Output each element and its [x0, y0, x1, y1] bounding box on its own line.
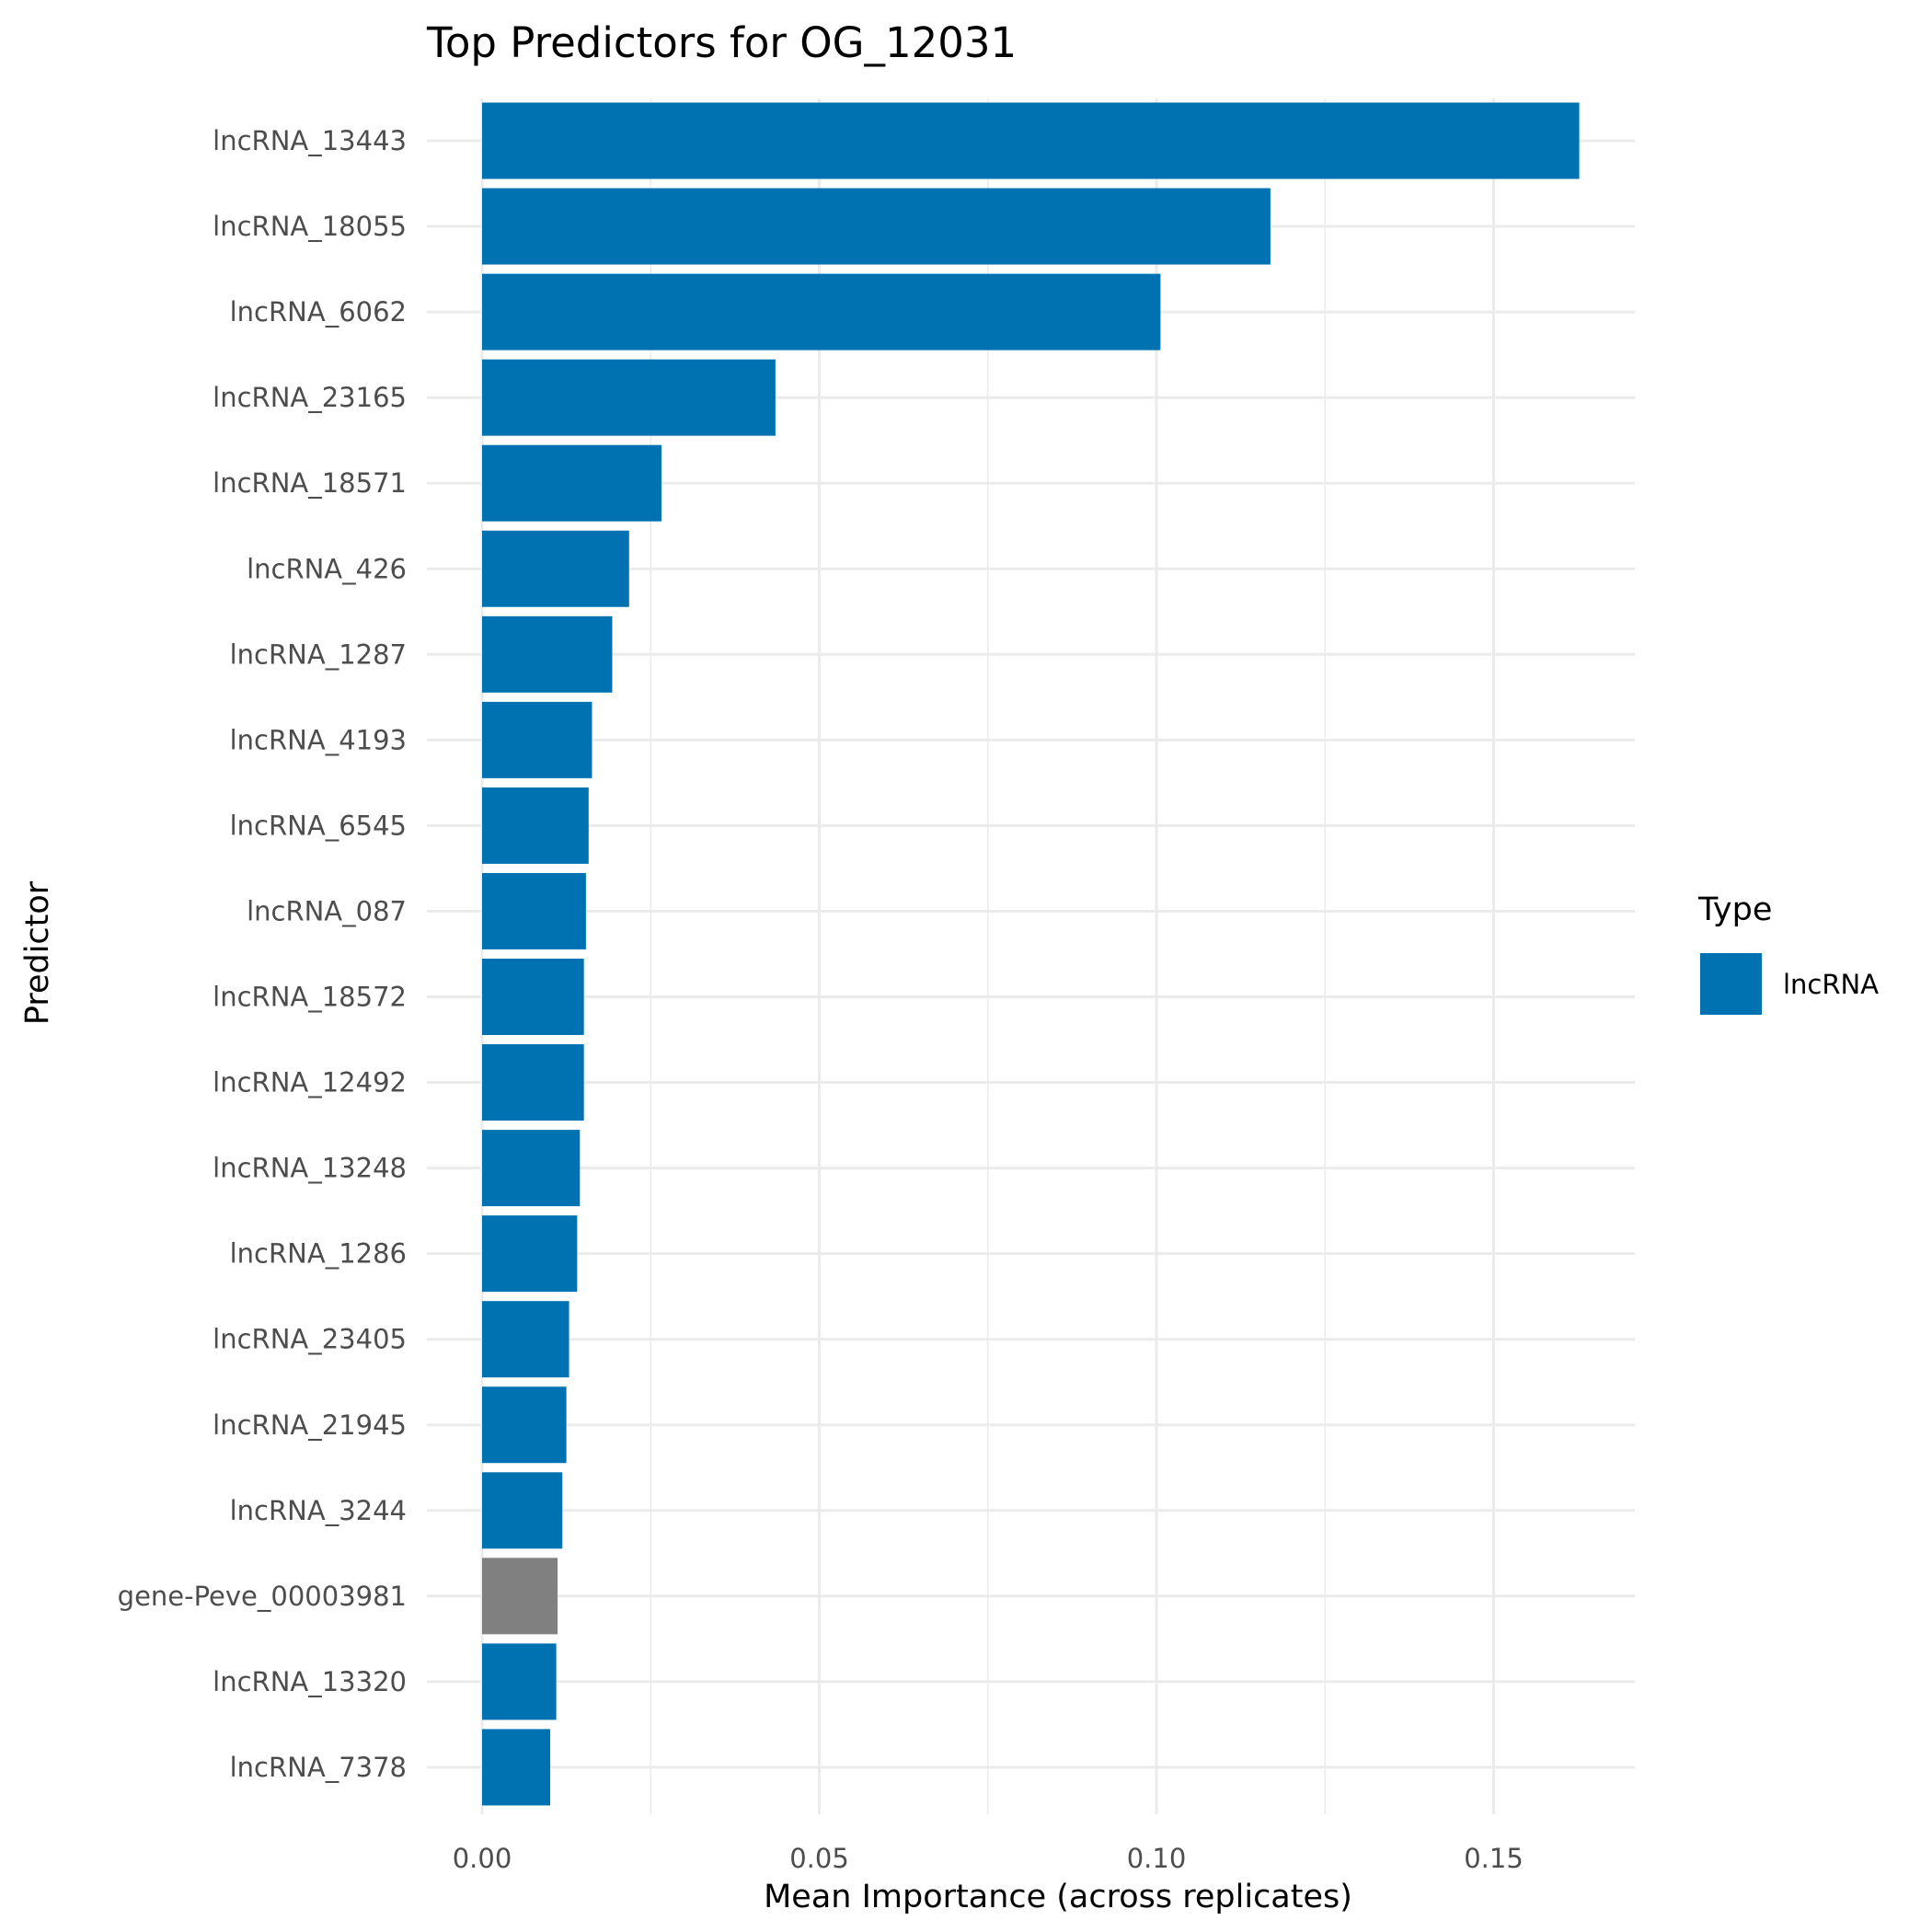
bar-lncrna_1286 — [482, 1215, 578, 1293]
y-axis-title: Predictor — [19, 880, 56, 1025]
bar-lncrna_23405 — [482, 1301, 569, 1378]
y-tick-label: lncRNA_3244 — [230, 1495, 407, 1526]
y-tick-label: lncRNA_18571 — [213, 467, 407, 499]
y-tick-label: lncRNA_6545 — [230, 810, 407, 841]
x-axis-title: Mean Importance (across replicates) — [764, 1879, 1352, 1915]
bar-lncrna_18055 — [482, 188, 1271, 265]
y-tick-label: lncRNA_7378 — [230, 1752, 407, 1783]
y-tick-label: lncRNA_23405 — [213, 1324, 407, 1355]
bar-lncrna_087 — [482, 872, 586, 949]
x-tick-label: 0.10 — [1127, 1843, 1187, 1874]
bar-lncrna_6545 — [482, 787, 589, 864]
bar-lncrna_18572 — [482, 959, 584, 1035]
x-tick-label: 0.00 — [453, 1843, 512, 1874]
x-tick-label: 0.05 — [789, 1843, 849, 1874]
bar-lncrna_23165 — [482, 359, 776, 436]
bar-gene-peve_00003981 — [482, 1558, 558, 1635]
y-tick-label: lncRNA_087 — [247, 895, 407, 926]
bar-lncrna_13320 — [482, 1643, 557, 1720]
x-tick-label: 0.15 — [1464, 1843, 1524, 1874]
bar-lncrna_7378 — [482, 1729, 551, 1806]
grid — [427, 98, 1635, 1814]
y-tick-label: lncRNA_1287 — [230, 638, 407, 670]
bar-lncrna_21945 — [482, 1386, 567, 1464]
bar-lncrna_13248 — [482, 1130, 581, 1207]
y-tick-label: lncRNA_21945 — [213, 1409, 407, 1441]
bar-lncrna_4193 — [482, 701, 592, 778]
y-tick-label: lncRNA_18055 — [213, 211, 407, 242]
y-tick-label: lncRNA_13443 — [213, 125, 407, 156]
y-tick-label: lncRNA_6062 — [230, 296, 407, 328]
x-tick-labels: 0.00 0.05 0.10 0.15 — [453, 1843, 1524, 1874]
legend: Type lncRNA — [1697, 891, 1879, 1015]
y-tick-label: lncRNA_13248 — [213, 1153, 407, 1184]
bar-lncrna_426 — [482, 530, 629, 607]
y-tick-label: lncRNA_23165 — [213, 382, 407, 413]
y-tick-label: gene-Peve_00003981 — [118, 1581, 407, 1612]
y-tick-label: lncRNA_18572 — [213, 982, 407, 1013]
y-tick-label: lncRNA_426 — [247, 553, 407, 584]
bar-lncrna_12492 — [482, 1044, 584, 1121]
legend-label-lncrna: lncRNA — [1783, 969, 1879, 1000]
y-tick-labels: lncRNA_13443 lncRNA_18055 lncRNA_6062 lncRN… — [118, 125, 407, 1783]
bar-lncrna_1287 — [482, 615, 613, 693]
y-tick-label: lncRNA_12492 — [213, 1067, 407, 1098]
legend-key-lncrna — [1700, 953, 1762, 1015]
y-tick-label: lncRNA_4193 — [230, 724, 407, 755]
bars — [482, 102, 1580, 1806]
bar-lncrna_3244 — [482, 1472, 563, 1549]
bar-lncrna_18571 — [482, 444, 661, 522]
legend-title: Type — [1697, 891, 1772, 928]
y-tick-label: lncRNA_13320 — [213, 1666, 407, 1697]
bar-lncrna_13443 — [482, 102, 1580, 179]
chart-title: Top Predictors for OG_12031 — [426, 18, 1017, 67]
bar-lncrna_6062 — [482, 273, 1161, 351]
y-tick-label: lncRNA_1286 — [230, 1238, 407, 1270]
